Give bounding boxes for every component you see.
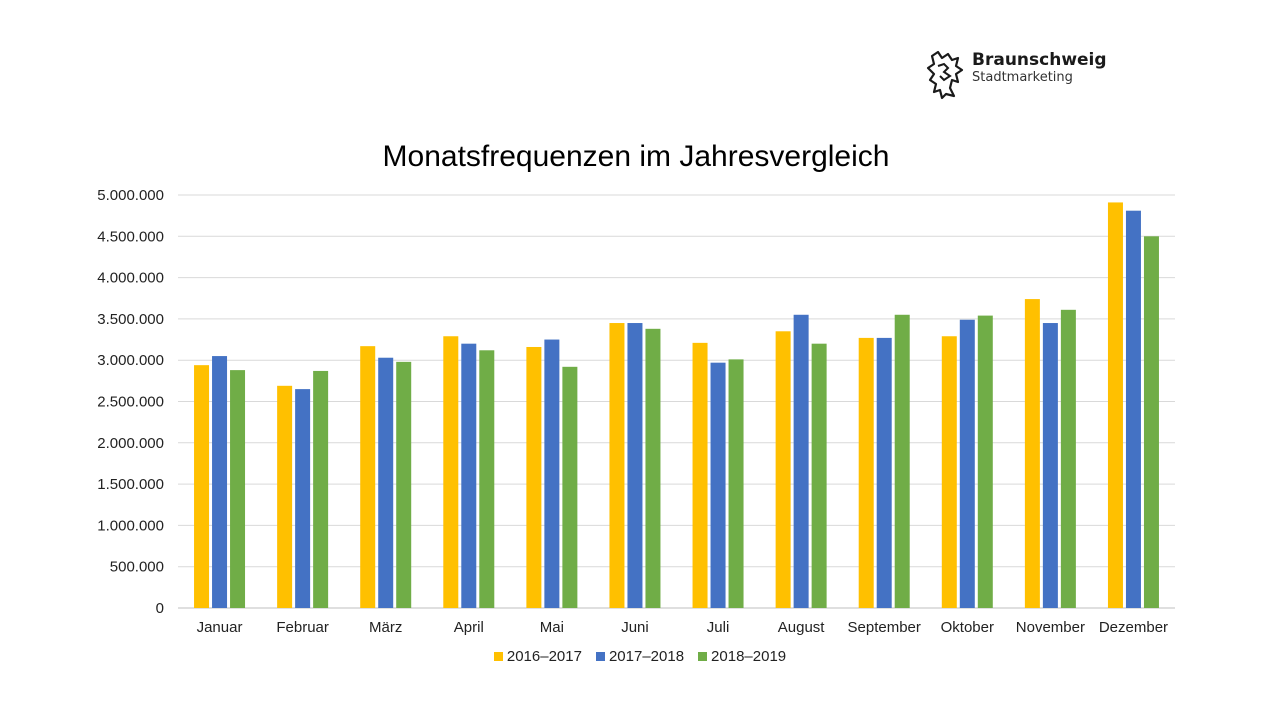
bar xyxy=(212,356,228,608)
bar xyxy=(1060,309,1076,608)
bar xyxy=(360,346,376,608)
legend-swatch xyxy=(595,652,605,661)
y-tick-label: 2.000.000 xyxy=(97,435,164,452)
bar xyxy=(894,314,910,608)
x-tick-label: April xyxy=(454,619,484,636)
y-tick-label: 1.500.000 xyxy=(97,476,164,493)
bar xyxy=(728,359,744,608)
legend-label: 2018–2019 xyxy=(711,648,787,665)
x-tick-label: Oktober xyxy=(941,619,994,636)
bar xyxy=(1143,236,1159,609)
legend-item: 2018–2019 xyxy=(698,648,786,665)
x-tick-label: März xyxy=(369,619,402,636)
x-tick-label: September xyxy=(848,619,921,636)
bar xyxy=(230,370,246,608)
bar xyxy=(858,337,874,608)
bar xyxy=(461,343,477,608)
x-tick-label: Januar xyxy=(197,619,243,636)
y-tick-label: 0 xyxy=(156,600,164,617)
chart-title: Monatsfrequenzen im Jahresvergleich xyxy=(382,140,890,173)
logo-name: Braunschweig xyxy=(972,50,1107,70)
bar xyxy=(277,385,293,608)
y-tick-label: 2.500.000 xyxy=(97,394,164,411)
bar xyxy=(1125,210,1141,608)
bar xyxy=(811,343,827,608)
y-tick-label: 3.000.000 xyxy=(97,352,164,369)
bar xyxy=(526,346,542,608)
bar xyxy=(692,342,708,608)
legend-item: 2017–2018 xyxy=(595,648,685,665)
bar xyxy=(1042,323,1058,608)
bar xyxy=(645,328,661,608)
bar xyxy=(876,337,892,608)
bar xyxy=(378,357,394,608)
logo: Braunschweig Stadtmarketing xyxy=(926,50,1107,100)
bar xyxy=(977,315,993,608)
y-tick-label: 5.000.000 xyxy=(97,187,164,204)
bar xyxy=(544,339,560,608)
bar xyxy=(479,350,495,608)
x-tick-label: Dezember xyxy=(1099,619,1168,636)
logo-subtitle: Stadtmarketing xyxy=(972,70,1073,85)
legend-item: 2016–2017 xyxy=(493,648,582,665)
y-tick-label: 1.000.000 xyxy=(97,517,164,534)
x-tick-label: Mai xyxy=(540,619,564,636)
x-tick-label: November xyxy=(1016,619,1085,636)
y-tick-label: 4.000.000 xyxy=(97,270,164,287)
chart-legend: 2016–2017 2017–2018 2018–2019 xyxy=(0,648,1280,665)
bar xyxy=(295,389,311,608)
y-tick-label: 3.500.000 xyxy=(97,311,164,328)
lion-crest-icon xyxy=(926,50,964,100)
legend-swatch xyxy=(493,652,503,661)
bar xyxy=(1024,299,1040,608)
bar xyxy=(609,323,625,608)
bar xyxy=(443,336,459,608)
bar xyxy=(627,323,643,608)
bar xyxy=(194,365,210,608)
bar xyxy=(1107,202,1123,608)
y-tick-label: 4.500.000 xyxy=(97,228,164,245)
legend-label: 2016–2017 xyxy=(506,648,582,665)
x-tick-label: Juni xyxy=(621,619,649,636)
bar xyxy=(562,366,578,608)
bar xyxy=(396,361,412,608)
y-tick-label: 500.000 xyxy=(110,559,164,576)
legend-label: 2017–2018 xyxy=(608,648,685,665)
bar xyxy=(775,331,791,608)
x-tick-label: Juli xyxy=(707,619,730,636)
legend-swatch xyxy=(698,652,708,661)
bar xyxy=(941,336,957,608)
bar xyxy=(313,370,329,608)
bar xyxy=(793,314,809,608)
bar xyxy=(959,319,975,608)
x-tick-label: August xyxy=(778,619,826,636)
bar xyxy=(710,362,726,608)
x-tick-label: Februar xyxy=(276,619,329,636)
